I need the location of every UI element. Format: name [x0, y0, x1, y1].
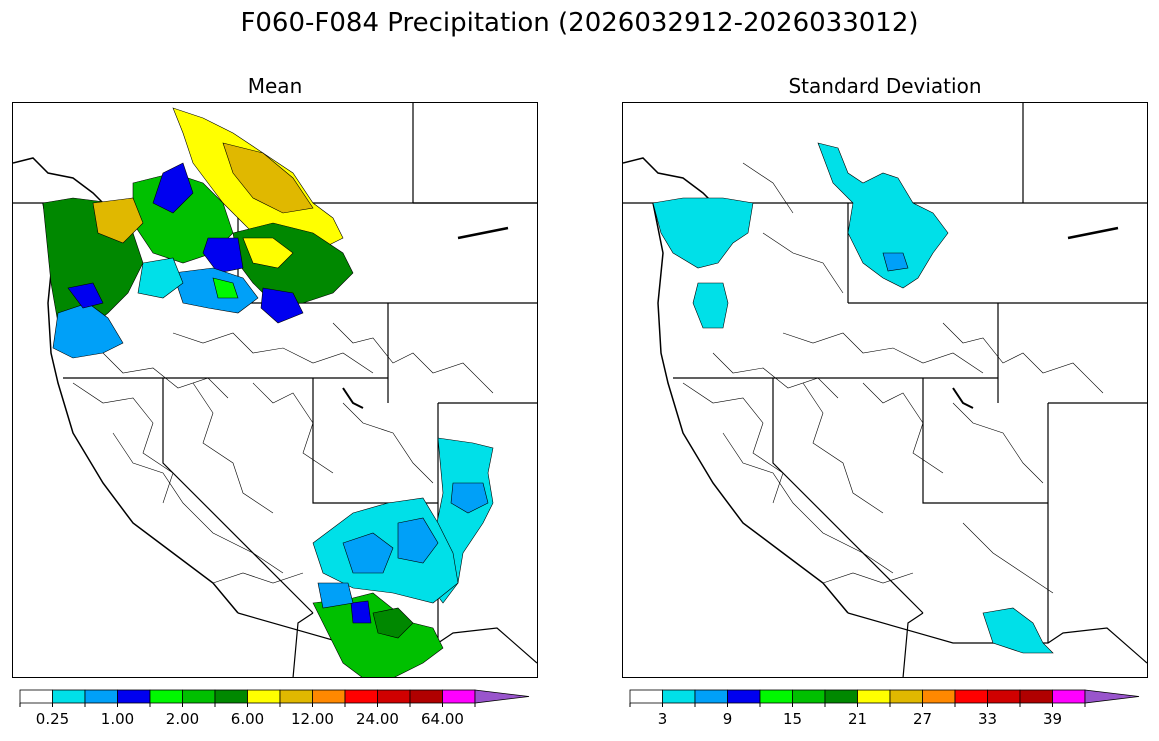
std-colorbar-swatch — [987, 689, 1021, 704]
std-colorbar-label: 27 — [913, 710, 932, 728]
mean-colorbar-swatch — [344, 689, 378, 704]
std-basins — [652, 142, 1054, 654]
std-colorbar-swatch — [1052, 689, 1086, 704]
mean-colorbar-swatch — [279, 689, 313, 704]
mean-panel-title: Mean — [247, 74, 303, 98]
mean-colorbar-swatch — [442, 689, 476, 704]
std-colorbar-label: 21 — [848, 710, 867, 728]
mean-colorbar-swatch — [409, 689, 443, 704]
figure-title: F060-F084 Precipitation (2026032912-2026… — [240, 8, 919, 38]
std-colorbar-label: 39 — [1043, 710, 1062, 728]
mean-colorbar-extend — [474, 689, 530, 704]
std-boundaries — [623, 103, 1147, 677]
mean-coastline — [42, 202, 239, 614]
mean-colorbar-swatch — [312, 689, 346, 704]
std-map-svg — [623, 103, 1147, 677]
std-colorbar-label: 15 — [783, 710, 802, 728]
mean-colorbar-label: 12.00 — [291, 710, 334, 728]
std-colorbar: 3 9 15 21 27 33 39 — [629, 688, 1140, 733]
std-colorbar-swatch — [727, 689, 761, 704]
std-colorbar-swatch — [629, 689, 663, 704]
mean-colorbar-swatch — [377, 689, 411, 704]
mean-colorbar-label: 24.00 — [356, 710, 399, 728]
std-colorbar-label: 3 — [658, 710, 668, 728]
std-colorbar-swatch — [792, 689, 826, 704]
mean-colorbar-swatch — [19, 689, 53, 704]
mean-colorbar-swatch — [149, 689, 183, 704]
std-colorbar-extend — [1084, 689, 1140, 704]
mean-map — [12, 102, 538, 678]
mean-colorbar-swatch — [247, 689, 281, 704]
std-coastline — [652, 202, 849, 614]
mean-colorbar-swatch — [52, 689, 86, 704]
std-map — [622, 102, 1148, 678]
mean-colorbar-swatch — [117, 689, 151, 704]
mean-colorbar: 0.25 1.00 2.00 6.00 12.00 24.00 64.00 — [19, 688, 530, 733]
std-colorbar-svg: 3 9 15 21 27 33 39 — [629, 689, 1140, 728]
std-colorbar-swatch — [824, 689, 858, 704]
mean-colorbar-label: 0.25 — [36, 710, 69, 728]
mean-map-svg — [13, 103, 537, 677]
std-colorbar-swatch — [694, 689, 728, 704]
std-colorbar-swatch — [1019, 689, 1053, 704]
mean-precip-basins — [42, 107, 494, 677]
std-colorbar-label: 9 — [723, 710, 733, 728]
std-colorbar-swatch — [857, 689, 891, 704]
mean-colorbar-swatch — [84, 689, 118, 704]
mean-colorbar-swatch — [214, 689, 248, 704]
mean-colorbar-label: 64.00 — [421, 710, 464, 728]
mean-colorbar-label: 6.00 — [231, 710, 264, 728]
mean-colorbar-label: 2.00 — [166, 710, 199, 728]
mean-colorbar-svg: 0.25 1.00 2.00 6.00 12.00 24.00 64.00 — [19, 689, 530, 728]
std-colorbar-swatch — [662, 689, 696, 704]
std-colorbar-swatch — [889, 689, 923, 704]
std-colorbar-swatch — [759, 689, 793, 704]
mean-colorbar-swatch — [182, 689, 216, 704]
std-colorbar-label: 33 — [978, 710, 997, 728]
std-colorbar-swatch — [954, 689, 988, 704]
std-colorbar-swatch — [922, 689, 956, 704]
std-panel-title: Standard Deviation — [788, 74, 982, 98]
mean-colorbar-label: 1.00 — [101, 710, 134, 728]
